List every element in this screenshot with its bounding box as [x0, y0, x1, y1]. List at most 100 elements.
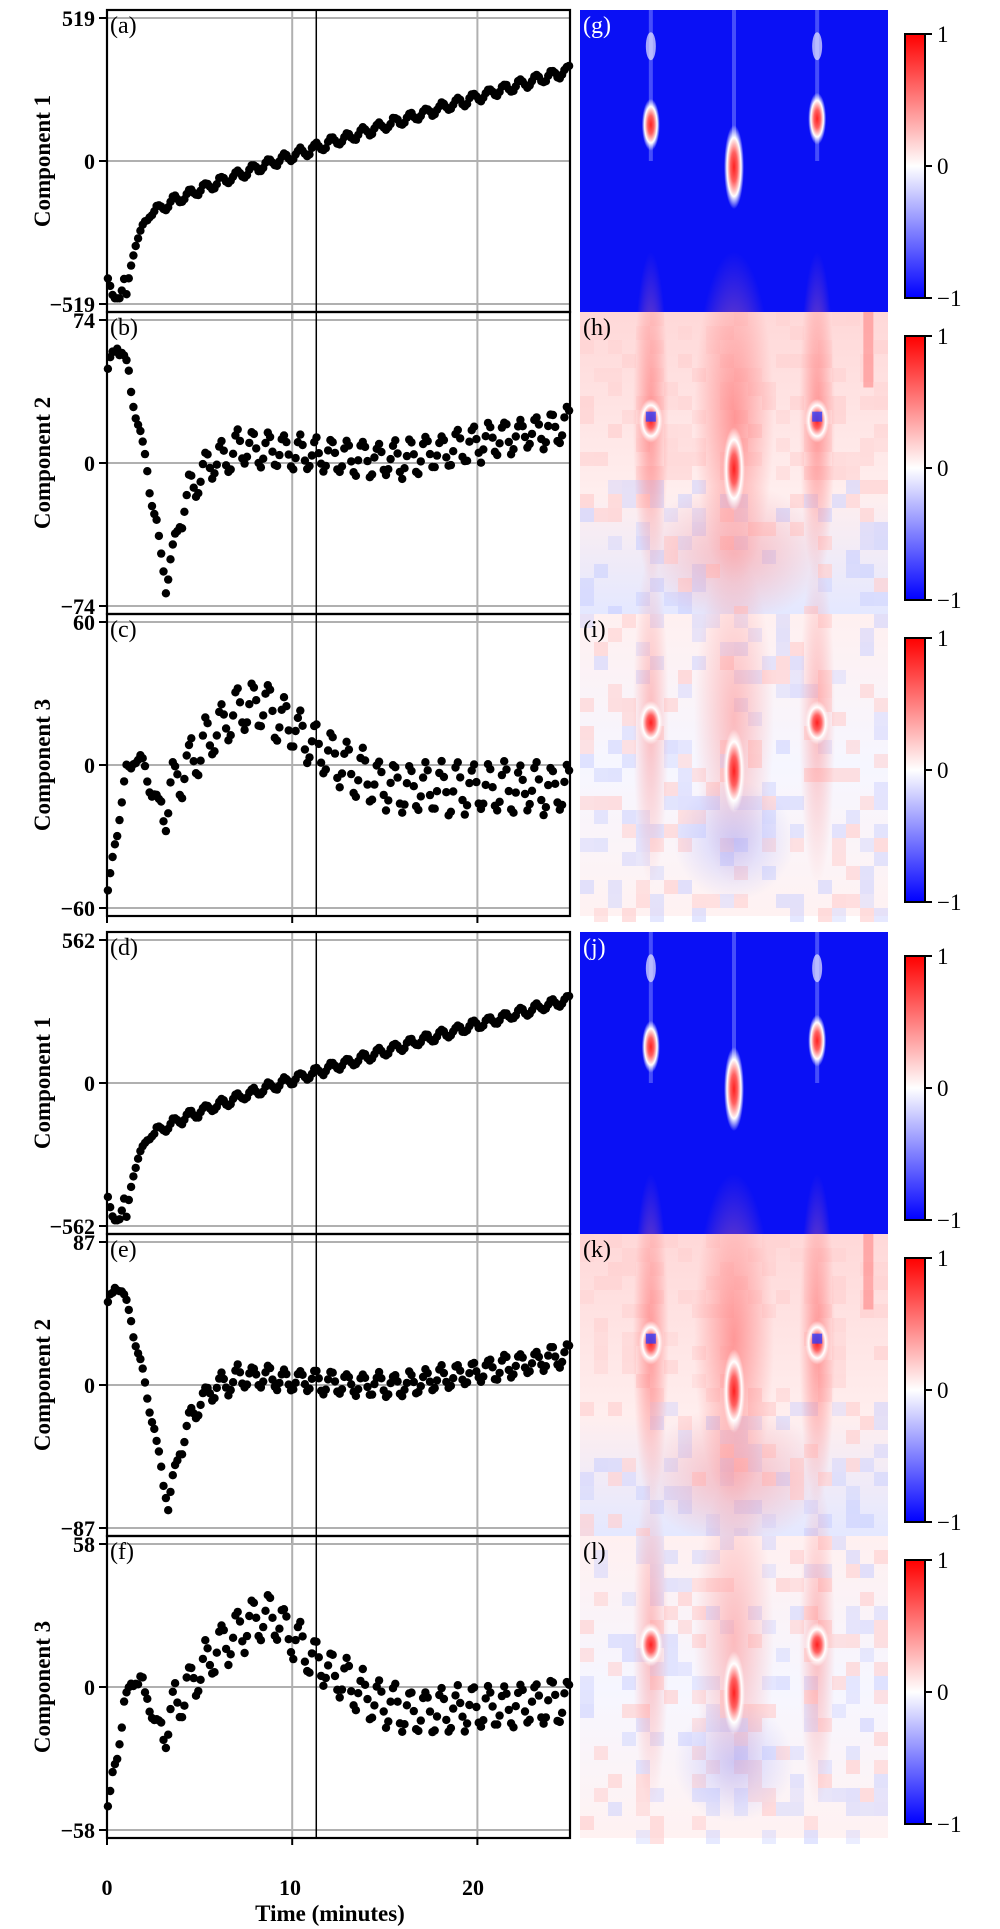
- heatmap-cell: [846, 1458, 860, 1472]
- data-point: [168, 1687, 177, 1697]
- data-point: [407, 1688, 416, 1697]
- data-point: [312, 1366, 321, 1376]
- data-point: [305, 1668, 314, 1677]
- heatmap-hotspot: [723, 729, 745, 814]
- data-point: [194, 1411, 203, 1420]
- data-point: [115, 294, 124, 303]
- data-point: [321, 461, 330, 471]
- data-point: [321, 144, 330, 153]
- heatmap-cell: [580, 326, 594, 340]
- data-point: [138, 1364, 147, 1373]
- data-point: [370, 453, 379, 462]
- heatmap-cell: [846, 452, 860, 466]
- data-point: [462, 1719, 472, 1728]
- data-point: [275, 1378, 284, 1388]
- heatmap-cell: [608, 424, 622, 438]
- data-point: [110, 840, 120, 849]
- heatmap-cell: [622, 698, 636, 712]
- heatmap-cell: [874, 754, 888, 768]
- heatmap-cell: [692, 1816, 706, 1830]
- heatmap-cell: [594, 1346, 608, 1360]
- data-point: [414, 1726, 423, 1736]
- data-point: [279, 693, 289, 702]
- data-point: [377, 1374, 386, 1383]
- heatmap-cell: [846, 1606, 860, 1620]
- data-point: [164, 1730, 173, 1739]
- heatmap-cell: [594, 838, 608, 852]
- data-point: [344, 745, 354, 754]
- y-tick-label: 0: [84, 1373, 95, 1398]
- data-point: [456, 773, 465, 782]
- heatmap-cell: [664, 796, 678, 810]
- data-point: [284, 726, 293, 735]
- data-point: [479, 1716, 488, 1725]
- data-point: [316, 758, 326, 767]
- data-point: [525, 439, 534, 449]
- data-point: [504, 1705, 513, 1715]
- data-point: [328, 438, 337, 447]
- data-point: [548, 410, 558, 420]
- heatmap-cell: [594, 1332, 608, 1346]
- heatmap-cell: [580, 880, 594, 894]
- data-point: [126, 1317, 136, 1326]
- heatmap-cell: [860, 1514, 874, 1528]
- heatmap-cell: [608, 480, 622, 494]
- data-point: [486, 765, 495, 774]
- heatmap-cell: [594, 1564, 608, 1578]
- data-point: [386, 778, 395, 788]
- y-tick-label: 58: [73, 1532, 95, 1557]
- heatmap-cell: [832, 824, 846, 838]
- data-point: [180, 507, 189, 516]
- heatmap-cell: [622, 1248, 636, 1262]
- colorbar-tick-label: 0: [937, 1076, 949, 1101]
- heatmap-cell: [832, 494, 846, 508]
- data-point: [384, 1390, 393, 1399]
- heatmap-cell: [776, 628, 790, 642]
- heatmap-cell: [594, 1234, 608, 1248]
- heatmap-cell: [608, 1276, 622, 1290]
- heatmap-cell: [622, 410, 636, 424]
- data-point: [219, 710, 228, 719]
- heatmap-cell: [776, 740, 790, 754]
- heatmap-cell: [678, 740, 692, 754]
- data-point: [551, 1690, 560, 1700]
- data-point: [291, 453, 300, 463]
- heatmap-cell: [608, 1402, 622, 1416]
- y-tick-label: −87: [60, 1516, 95, 1541]
- heatmap-cell: [832, 396, 846, 410]
- heatmap-panels: (g) (h) (i) (j) (k) (l): [580, 10, 888, 1844]
- heatmap-cell: [860, 894, 874, 908]
- data-point: [259, 1377, 268, 1386]
- data-point: [305, 753, 314, 762]
- data-point: [159, 1481, 168, 1491]
- data-point: [233, 684, 242, 693]
- data-point: [342, 1653, 351, 1663]
- data-point: [511, 1702, 520, 1711]
- colorbar-tick-label: −1: [937, 1510, 961, 1535]
- heatmap-cell: [622, 1332, 636, 1346]
- heatmap-band: [863, 312, 874, 388]
- data-point: [296, 430, 305, 439]
- data-point: [495, 1711, 504, 1720]
- colorbar-gradient: [904, 1257, 926, 1523]
- scatter-panel-c: 60 0 −60 (c) Component 3: [30, 610, 574, 923]
- data-point: [298, 1632, 307, 1641]
- heatmap-cell: [678, 396, 692, 410]
- heatmap-cell: [594, 768, 608, 782]
- data-point: [386, 454, 395, 464]
- heatmap-cell: [846, 894, 860, 908]
- heatmap-cell: [776, 642, 790, 656]
- heatmap-cell: [818, 908, 832, 922]
- heatmap-cell: [874, 908, 888, 922]
- heatmap-cell: [608, 740, 622, 754]
- data-point: [194, 771, 203, 780]
- data-point: [337, 769, 347, 778]
- data-point: [115, 1215, 124, 1224]
- data-point: [170, 762, 180, 771]
- data-point: [275, 723, 284, 732]
- heatmap-cell: [608, 536, 622, 550]
- heatmap-cell: [846, 1500, 860, 1514]
- heatmap-streak: [732, 10, 736, 161]
- data-point: [425, 1707, 435, 1716]
- scatter-panel-f: 58 0 −58 (f) Component 3: [30, 1532, 574, 1845]
